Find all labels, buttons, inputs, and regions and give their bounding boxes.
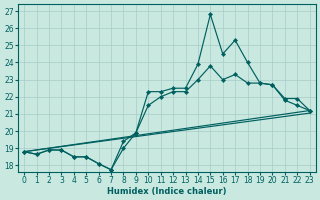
X-axis label: Humidex (Indice chaleur): Humidex (Indice chaleur) [107,187,227,196]
